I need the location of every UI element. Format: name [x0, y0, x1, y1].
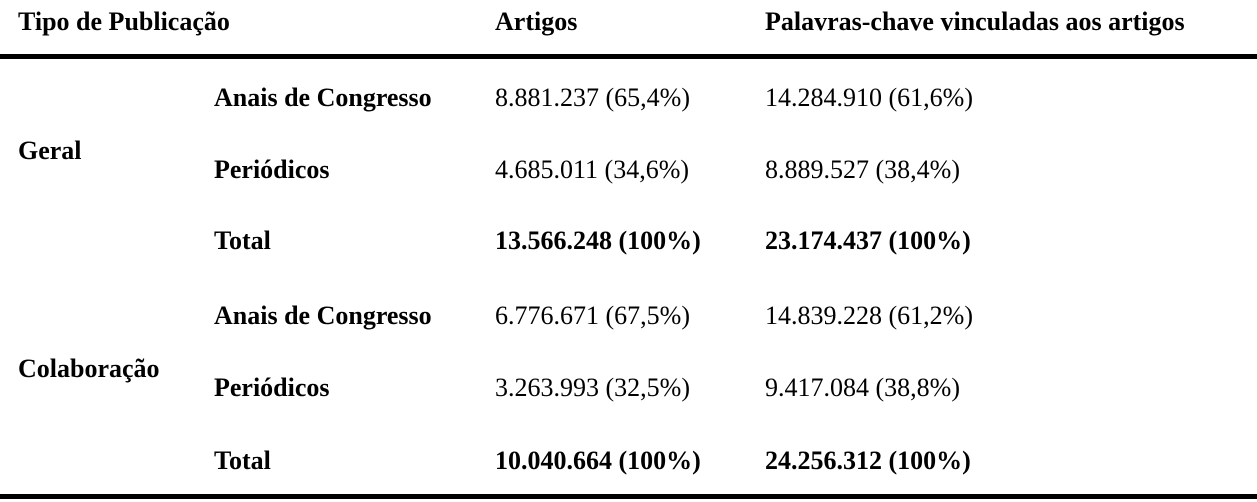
row-palavras: 24.256.312 (100%) [765, 446, 971, 475]
header-rule [0, 54, 1257, 59]
header-artigos: Artigos [495, 7, 578, 36]
row-artigos: 8.881.237 (65,4%) [495, 83, 690, 112]
row-palavras: 14.284.910 (61,6%) [765, 83, 973, 112]
bottom-rule [0, 494, 1257, 499]
header-tipo: Tipo de Publicação [18, 7, 230, 36]
row-artigos: 10.040.664 (100%) [495, 446, 701, 475]
row-type: Anais de Congresso [214, 83, 432, 112]
row-type: Periódicos [214, 155, 330, 184]
group-label-geral: Geral [18, 136, 82, 165]
row-palavras: 9.417.084 (38,8%) [765, 373, 960, 402]
row-artigos: 3.263.993 (32,5%) [495, 373, 690, 402]
row-artigos: 13.566.248 (100%) [495, 226, 701, 255]
row-artigos: 4.685.011 (34,6%) [495, 155, 690, 184]
row-palavras: 8.889.527 (38,4%) [765, 155, 960, 184]
row-type: Total [214, 226, 271, 255]
row-palavras: 14.839.228 (61,2%) [765, 301, 973, 330]
row-artigos: 6.776.671 (67,5%) [495, 301, 690, 330]
group-label-colaboracao: Colaboração [18, 354, 160, 383]
row-type: Periódicos [214, 373, 330, 402]
row-type: Total [214, 446, 271, 475]
header-palavras: Palavras-chave vinculadas aos artigos [765, 7, 1185, 36]
row-palavras: 23.174.437 (100%) [765, 226, 971, 255]
row-type: Anais de Congresso [214, 301, 432, 330]
